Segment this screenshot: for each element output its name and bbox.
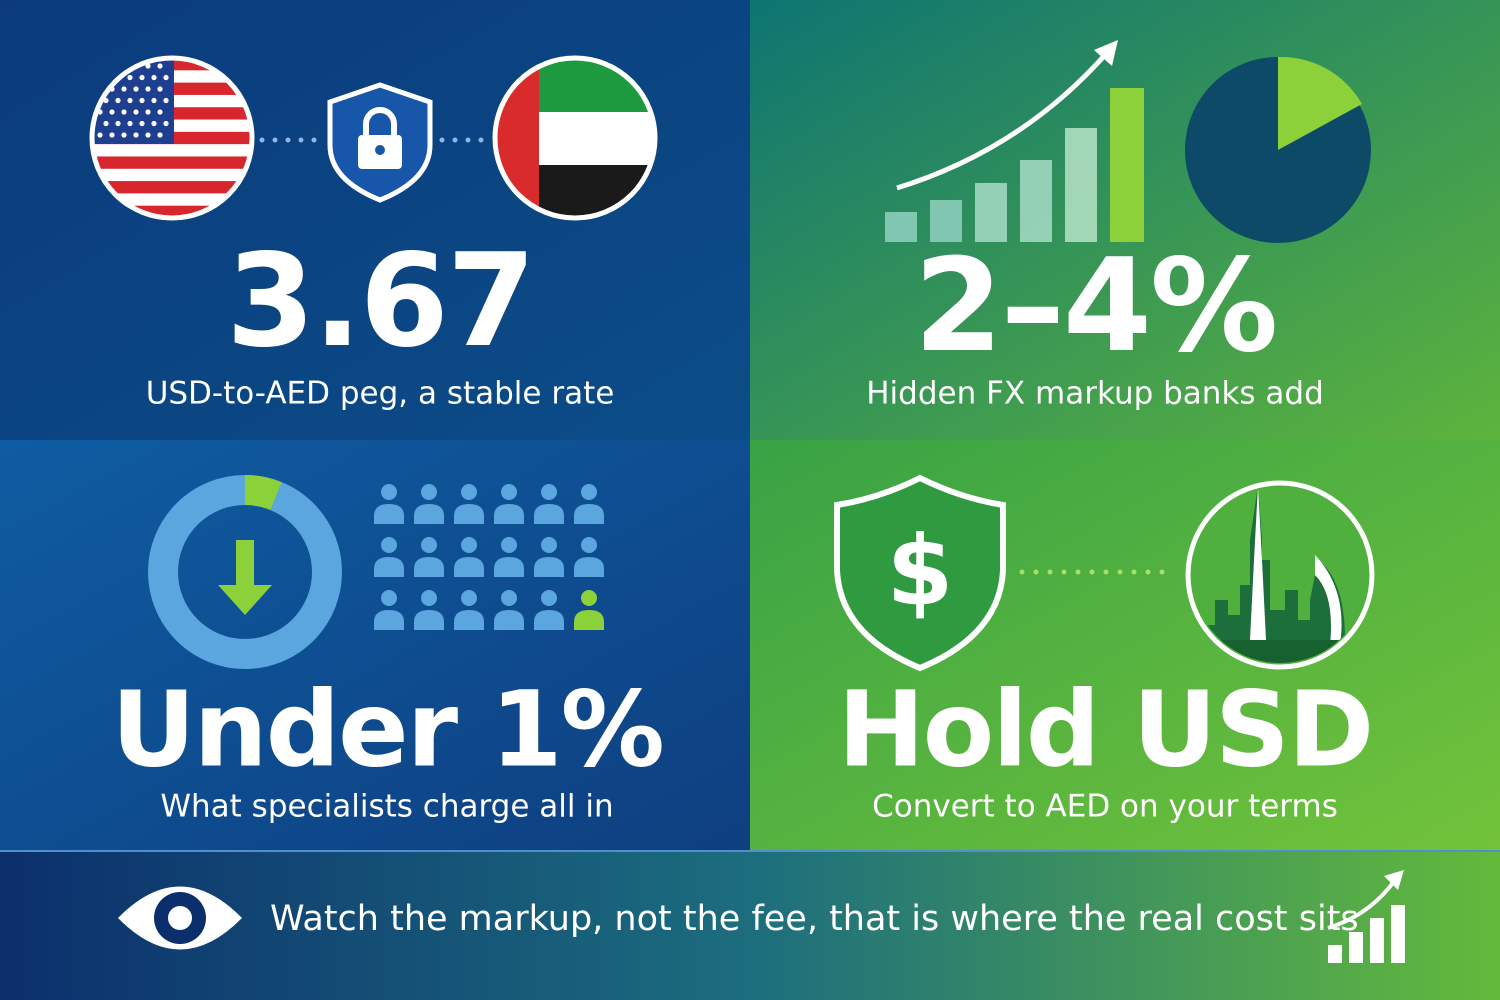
person-body — [454, 557, 484, 577]
star — [163, 120, 169, 127]
caption: What specialists charge all in — [160, 789, 613, 825]
stripe — [92, 181, 252, 194]
star — [109, 109, 115, 115]
pie-slice — [1278, 56, 1362, 150]
star — [133, 109, 139, 115]
star — [121, 132, 127, 138]
person-head — [461, 484, 477, 500]
stat: 3.67 — [226, 227, 534, 376]
person-head — [581, 590, 597, 606]
star — [151, 74, 157, 81]
star — [133, 86, 139, 92]
star — [115, 97, 121, 104]
stripe — [92, 156, 252, 169]
flag-ring — [492, 55, 658, 221]
person-head — [501, 537, 517, 553]
person-head — [461, 537, 477, 553]
caption: USD-to-AED peg, a stable rate — [146, 376, 615, 412]
star — [133, 132, 139, 138]
star — [115, 120, 121, 127]
person-body — [454, 504, 484, 524]
person-body — [494, 610, 524, 630]
stat: Under 1% — [111, 668, 663, 790]
stat: 2–4% — [914, 232, 1276, 381]
person-head — [421, 484, 437, 500]
caption: Convert to AED on your terms — [872, 789, 1338, 825]
star — [139, 74, 145, 81]
star — [157, 109, 163, 115]
person-head — [461, 590, 477, 606]
down-arrow — [218, 540, 272, 615]
lock-shackle — [363, 107, 397, 137]
star — [145, 132, 151, 138]
person-body — [414, 504, 444, 524]
person-head — [541, 484, 557, 500]
person-head — [421, 590, 437, 606]
donut-slice — [244, 474, 282, 511]
star — [151, 120, 157, 127]
person-body — [374, 610, 404, 630]
person-head — [421, 537, 437, 553]
shield-icon — [834, 474, 1006, 672]
person-body — [454, 610, 484, 630]
person-body — [374, 504, 404, 524]
star — [127, 120, 133, 127]
person-body — [374, 557, 404, 577]
star — [121, 109, 127, 115]
person-body — [534, 557, 564, 577]
dollar-icon: $ — [887, 515, 954, 627]
person-head — [381, 590, 397, 606]
star — [127, 74, 133, 81]
star — [103, 120, 109, 127]
star — [139, 97, 145, 104]
star — [109, 132, 115, 138]
person-head — [581, 484, 597, 500]
star — [145, 109, 151, 115]
star — [163, 74, 169, 81]
person-body — [574, 504, 604, 524]
person-head — [381, 484, 397, 500]
person-body — [414, 557, 444, 577]
star — [151, 97, 157, 104]
star — [97, 132, 103, 138]
bar-icon — [885, 40, 1144, 242]
person-head — [581, 537, 597, 553]
person-head — [501, 484, 517, 500]
star — [163, 97, 169, 104]
person-head — [541, 537, 557, 553]
star — [127, 97, 133, 104]
star — [157, 63, 163, 69]
person-head — [381, 537, 397, 553]
person-body — [574, 610, 604, 630]
star — [139, 120, 145, 127]
person-body — [494, 504, 524, 524]
star — [145, 86, 151, 92]
flag-ring — [89, 55, 255, 221]
star — [157, 86, 163, 92]
eye-pupil — [168, 906, 192, 930]
star — [157, 132, 163, 138]
stat: Hold USD — [838, 668, 1372, 790]
person-body — [574, 557, 604, 577]
keyhole — [375, 145, 385, 155]
chart-icon — [1327, 870, 1405, 963]
caption: Hidden FX markup banks add — [866, 376, 1324, 412]
person-head — [501, 590, 517, 606]
person-body — [534, 610, 564, 630]
footer-text: Watch the markup, not the fee, that is w… — [270, 899, 1359, 939]
person-body — [494, 557, 524, 577]
person-body — [414, 610, 444, 630]
panel-bg — [0, 440, 750, 850]
star — [121, 86, 127, 92]
footer-bg — [0, 850, 1500, 1000]
people-grid — [374, 484, 604, 630]
person-body — [534, 504, 564, 524]
person-head — [541, 590, 557, 606]
